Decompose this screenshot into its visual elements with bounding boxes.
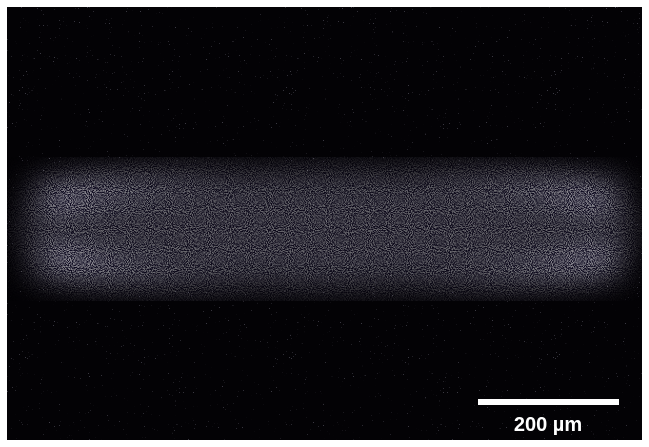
scale-bar [478,399,619,405]
band-speckle [7,140,642,320]
scale-bar-label: 200 µm [514,414,582,436]
fluorescence-bands [7,140,642,320]
